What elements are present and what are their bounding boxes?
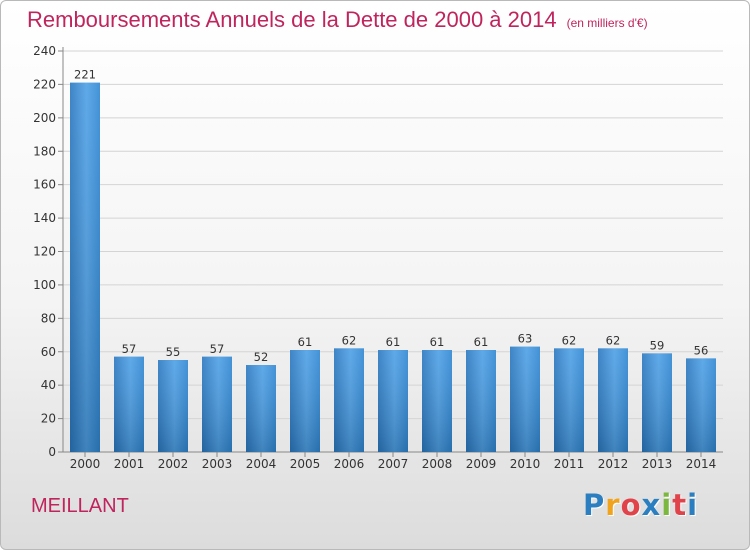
y-tick-label: 180 bbox=[33, 144, 56, 158]
y-tick-label: 60 bbox=[41, 345, 56, 359]
bar-group: 59 2013 bbox=[642, 338, 673, 471]
y-tick-label: 140 bbox=[33, 211, 56, 225]
bar-shade bbox=[158, 360, 188, 452]
y-tick-label: 120 bbox=[33, 245, 56, 259]
x-tick-label: 2004 bbox=[246, 457, 277, 471]
data-label: 61 bbox=[298, 335, 313, 349]
logo-letter: P bbox=[583, 488, 606, 522]
bar-group: 62 2006 bbox=[334, 333, 365, 471]
city-name: MEILLANT bbox=[31, 495, 129, 517]
data-label: 52 bbox=[254, 350, 269, 364]
logo-letter: x bbox=[641, 488, 662, 522]
proxiti-logo: Proxiti bbox=[583, 488, 698, 522]
chart-title: Remboursements Annuels de la Dette de 20… bbox=[27, 7, 648, 33]
bar-shade bbox=[290, 350, 320, 452]
data-label: 62 bbox=[606, 333, 621, 347]
bar-shade bbox=[246, 365, 276, 452]
bar-shade bbox=[114, 356, 144, 452]
y-tick-label: 200 bbox=[33, 111, 56, 125]
y-tick-label: 0 bbox=[48, 445, 56, 459]
bar-group: 61 2007 bbox=[378, 335, 409, 471]
bar-shade bbox=[466, 350, 496, 452]
y-tick-label: 240 bbox=[33, 44, 56, 58]
bar-shade bbox=[422, 350, 452, 452]
x-tick-label: 2009 bbox=[466, 457, 497, 471]
x-tick-label: 2011 bbox=[554, 457, 585, 471]
bar-group: 55 2002 bbox=[158, 345, 189, 471]
x-tick-label: 2010 bbox=[510, 457, 541, 471]
x-tick-label: 2008 bbox=[422, 457, 453, 471]
bar-shade bbox=[554, 348, 584, 452]
x-tick-label: 2003 bbox=[202, 457, 233, 471]
data-label: 62 bbox=[562, 333, 577, 347]
bar-group: 61 2009 bbox=[466, 335, 497, 471]
data-label: 57 bbox=[210, 342, 225, 356]
logo-letter: r bbox=[605, 488, 621, 522]
bar-shade bbox=[202, 356, 232, 452]
x-tick-label: 2012 bbox=[598, 457, 629, 471]
x-tick-label: 2005 bbox=[290, 457, 321, 471]
bar-shade bbox=[642, 353, 672, 452]
chart-title-text: Remboursements Annuels de la Dette de 20… bbox=[27, 7, 557, 32]
logo-letter: i bbox=[661, 488, 673, 522]
logo-letter: o bbox=[620, 488, 642, 522]
x-tick-label: 2007 bbox=[378, 457, 409, 471]
data-label: 55 bbox=[166, 345, 181, 359]
x-tick-label: 2001 bbox=[114, 457, 145, 471]
logo-letter: t bbox=[672, 488, 688, 522]
y-tick-label: 100 bbox=[33, 278, 56, 292]
x-tick-label: 2006 bbox=[334, 457, 365, 471]
bar-shade bbox=[686, 358, 716, 452]
y-tick-label: 160 bbox=[33, 178, 56, 192]
bar-group: 56 2014 bbox=[686, 343, 717, 471]
x-tick-label: 2000 bbox=[70, 457, 101, 471]
data-label: 56 bbox=[694, 343, 709, 357]
bar-shade bbox=[70, 82, 100, 452]
bar-group: 61 2008 bbox=[422, 335, 453, 471]
bar-group: 61 2005 bbox=[290, 335, 321, 471]
bar-shade bbox=[378, 350, 408, 452]
x-tick-label: 2013 bbox=[642, 457, 673, 471]
bar-group: 63 2010 bbox=[510, 332, 541, 471]
bar-group: 52 2004 bbox=[246, 350, 277, 471]
bar-group: 62 2012 bbox=[598, 333, 629, 471]
data-label: 63 bbox=[518, 332, 533, 346]
bar-group: 221 2000 bbox=[70, 68, 101, 471]
y-tick-label: 80 bbox=[41, 311, 56, 325]
y-tick-label: 20 bbox=[41, 412, 56, 426]
bar-group: 57 2003 bbox=[202, 342, 233, 471]
data-label: 59 bbox=[650, 338, 665, 352]
bars: 221 2000 57 2001 55 2002 57 2003 52 2004 61 2005 62 2… bbox=[70, 68, 717, 471]
chart-unit: (en milliers d'€) bbox=[566, 16, 648, 30]
data-label: 221 bbox=[74, 68, 96, 82]
bar-shade bbox=[598, 348, 628, 452]
y-tick-label: 40 bbox=[41, 378, 56, 392]
data-label: 57 bbox=[122, 342, 137, 356]
bar-group: 57 2001 bbox=[114, 342, 145, 471]
x-tick-label: 2002 bbox=[158, 457, 189, 471]
data-label: 62 bbox=[342, 333, 357, 347]
bar-shade bbox=[510, 346, 540, 452]
x-tick-label: 2014 bbox=[686, 457, 717, 471]
bar-group: 62 2011 bbox=[554, 333, 585, 471]
bar-shade bbox=[334, 348, 364, 452]
data-label: 61 bbox=[430, 335, 445, 349]
data-label: 61 bbox=[386, 335, 401, 349]
y-tick-label: 220 bbox=[33, 77, 56, 91]
logo-letter: i bbox=[687, 488, 699, 522]
data-label: 61 bbox=[474, 335, 489, 349]
